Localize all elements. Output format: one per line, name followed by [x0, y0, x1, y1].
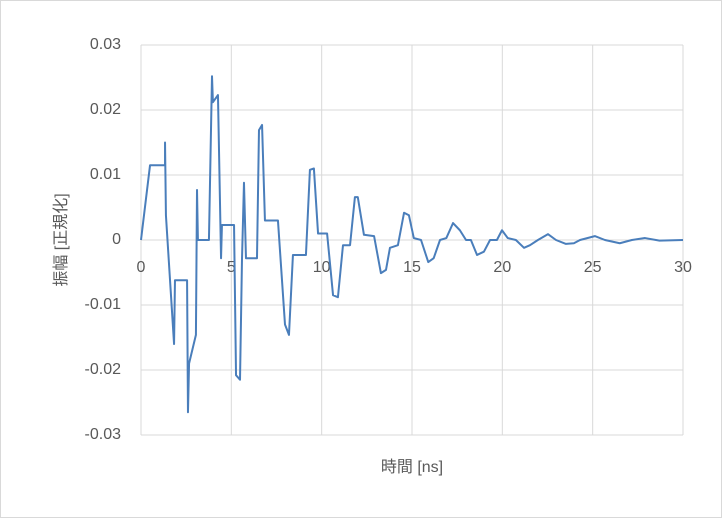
x-axis-label: 時間 [ns] — [381, 458, 443, 476]
data-line — [140, 75, 684, 414]
y-tick-label: 0.02 — [90, 101, 121, 118]
x-tick-label: 25 — [584, 259, 602, 276]
y-tick-label: 0.01 — [90, 166, 121, 183]
x-tick-label: 5 — [227, 259, 236, 276]
x-tick-label: 15 — [403, 259, 421, 276]
y-axis-label: 振幅 [正規化] — [52, 193, 70, 286]
y-tick-label: 0.03 — [90, 36, 121, 53]
x-tick-label: 0 — [137, 259, 146, 276]
y-tick-label: -0.01 — [85, 296, 122, 313]
x-tick-label: 10 — [313, 259, 331, 276]
x-tick-label: 30 — [674, 259, 692, 276]
x-tick-label: 20 — [493, 259, 511, 276]
y-tick-label: -0.03 — [85, 426, 122, 443]
y-tick-label: 0 — [112, 231, 121, 248]
y-tick-label: -0.02 — [85, 361, 122, 378]
